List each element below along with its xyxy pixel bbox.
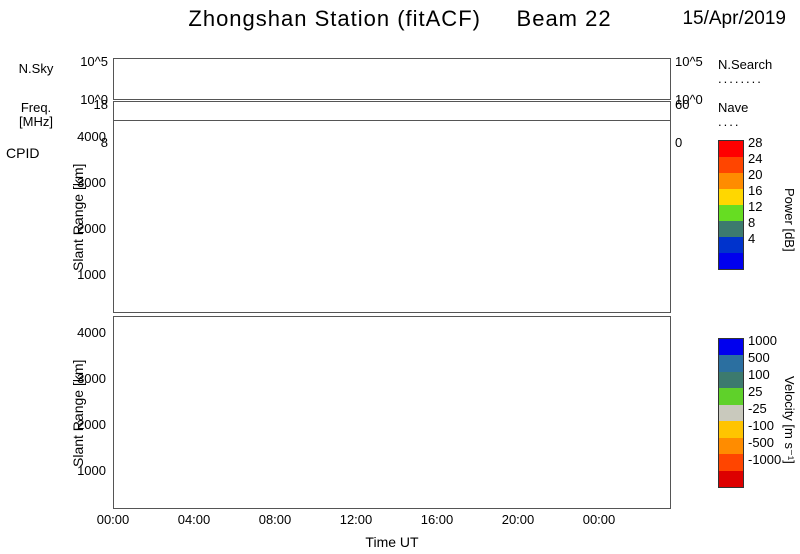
nave-label-text: Nave [718,101,748,115]
cpid-label: CPID [6,145,39,161]
station-title-text: Zhongshan Station (fitACF) [188,6,481,31]
freq-label-line2: [MHz] [2,115,70,129]
nsearch-label: N.Search ........ [718,58,772,87]
power-cb-tick-20: 20 [748,167,762,182]
freq-ybottom-right: 0 [675,135,721,150]
velocity-colorbar-seg-neg1000 [719,454,743,470]
velocity-cb-tick-neg1000: -1000 [748,452,781,467]
velocity-panel[interactable] [113,316,671,509]
power-colorbar-seg-8 [719,221,743,237]
power-ytick-4000: 4000 [60,129,106,144]
freq-ytop-right: 60 [675,97,721,112]
velocity-colorbar-seg-neg500 [719,438,743,454]
power-colorbar-seg-12 [719,205,743,221]
power-cb-tick-4: 4 [748,231,755,246]
power-colorbar-title: Power [dB] [782,175,797,265]
xtick-0000b: 00:00 [574,512,624,527]
power-cb-tick-24: 24 [748,151,762,166]
velocity-colorbar[interactable] [718,338,744,488]
power-colorbar-seg-16 [719,189,743,205]
velocity-colorbar-seg-neg100 [719,421,743,437]
velocity-cb-tick-100: 100 [748,367,770,382]
date-label: 15/Apr/2019 [682,8,786,30]
power-cb-tick-28: 28 [748,135,762,150]
xtick-0800: 08:00 [250,512,300,527]
plot-title: Zhongshan Station (fitACF) Beam 22 [0,6,800,32]
velocity-colorbar-seg-100 [719,372,743,388]
power-ytick-3000: 3000 [60,175,106,190]
velocity-colorbar-seg-neg25 [719,405,743,421]
power-colorbar[interactable] [718,140,744,270]
freq-label-line1: Freq. [2,101,70,115]
xtick-0000a: 00:00 [88,512,138,527]
velocity-colorbar-seg-500 [719,355,743,371]
power-colorbar-seg-bottom [719,253,743,269]
nsky-ytop: 10^5 [62,54,108,69]
power-cb-tick-12: 12 [748,199,762,214]
velocity-colorbar-seg-1000 [719,339,743,355]
freq-label: Freq. [MHz] [2,101,70,130]
nsearch-dots: ........ [718,72,772,86]
velocity-colorbar-title: Velocity [m s⁻¹] [782,365,797,475]
velocity-colorbar-seg-25 [719,388,743,404]
power-colorbar-seg-24 [719,157,743,173]
velocity-cb-tick-1000: 1000 [748,333,777,348]
power-ytick-2000: 2000 [60,221,106,236]
velocity-cb-tick-neg500: -500 [748,435,774,450]
beam-title-text: Beam 22 [517,6,612,31]
velocity-cb-tick-neg100: -100 [748,418,774,433]
freq-ytop: 18 [62,97,108,112]
velocity-ytick-1000: 1000 [60,463,106,478]
nave-label: Nave .... [718,101,748,130]
xtick-1200: 12:00 [331,512,381,527]
xtick-1600: 16:00 [412,512,462,527]
power-cb-tick-8: 8 [748,215,755,230]
power-colorbar-seg-20 [719,173,743,189]
velocity-cb-tick-500: 500 [748,350,770,365]
rti-plot-root: Zhongshan Station (fitACF) Beam 22 15/Ap… [0,0,800,554]
xaxis-title: Time UT [113,534,671,550]
power-ytick-1000: 1000 [60,267,106,282]
velocity-ytick-3000: 3000 [60,371,106,386]
velocity-ytick-4000: 4000 [60,325,106,340]
nsky-ytop-right: 10^5 [675,54,721,69]
velocity-colorbar-seg-bottom [719,471,743,487]
xtick-0400: 04:00 [169,512,219,527]
power-colorbar-seg-28 [719,141,743,157]
nsky-label: N.Sky [6,62,66,76]
xtick-2000: 20:00 [493,512,543,527]
velocity-ytick-2000: 2000 [60,417,106,432]
nave-dots: .... [718,115,748,129]
nsearch-label-text: N.Search [718,58,772,72]
power-cb-tick-16: 16 [748,183,762,198]
nsky-panel [113,58,671,100]
velocity-cb-tick-neg25: -25 [748,401,767,416]
power-panel[interactable] [113,120,671,313]
velocity-cb-tick-25: 25 [748,384,762,399]
power-colorbar-seg-4 [719,237,743,253]
